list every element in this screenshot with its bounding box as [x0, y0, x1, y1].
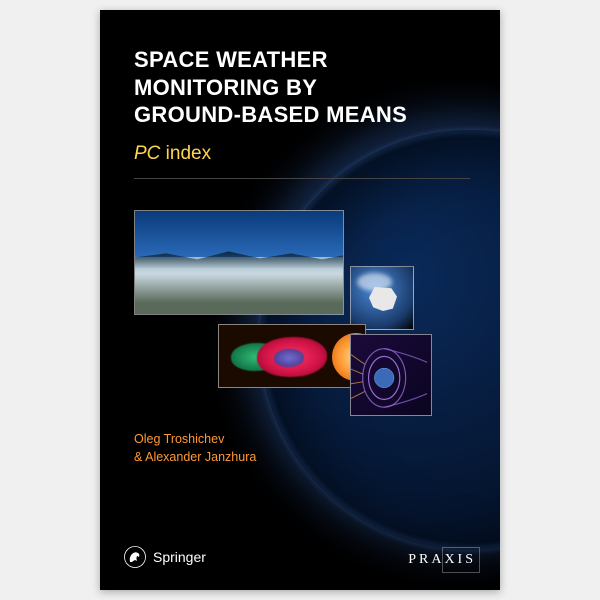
- subtitle-pc: PC: [134, 143, 160, 164]
- book-cover: SPACE WEATHER MONITORING BY GROUND-BASED…: [100, 10, 500, 590]
- title-line-2: MONITORING BY: [134, 74, 480, 102]
- globe-antarctica: [369, 287, 397, 311]
- plasma-lobe-blue: [274, 349, 304, 367]
- title-block: SPACE WEATHER MONITORING BY GROUND-BASED…: [134, 46, 480, 165]
- panel-earth-antarctica: [350, 266, 414, 330]
- author-2: & Alexander Janzhura: [134, 448, 256, 466]
- panel-plasma-simulation: [218, 324, 366, 388]
- panel-antarctic-landscape: [134, 210, 344, 315]
- title-line-3: GROUND-BASED MEANS: [134, 101, 480, 129]
- springer-horse-icon: [124, 546, 146, 568]
- divider-line: [134, 178, 470, 179]
- authors-block: Oleg Troshichev & Alexander Janzhura: [134, 430, 256, 466]
- landscape-terrain: [135, 257, 343, 314]
- footer: Springer PRAXIS: [124, 546, 476, 568]
- book-subtitle: PC index: [134, 143, 480, 165]
- publisher-block: Springer: [124, 546, 206, 568]
- landscape-sky: [135, 211, 343, 257]
- imprint-name: PRAXIS: [408, 552, 476, 568]
- subtitle-rest: index: [160, 143, 211, 164]
- magnetosphere-diagram: [351, 335, 431, 415]
- book-title: SPACE WEATHER MONITORING BY GROUND-BASED…: [134, 46, 480, 129]
- author-1: Oleg Troshichev: [134, 430, 256, 448]
- title-line-1: SPACE WEATHER: [134, 46, 480, 74]
- publisher-name: Springer: [153, 549, 206, 565]
- panel-magnetosphere: [350, 334, 432, 416]
